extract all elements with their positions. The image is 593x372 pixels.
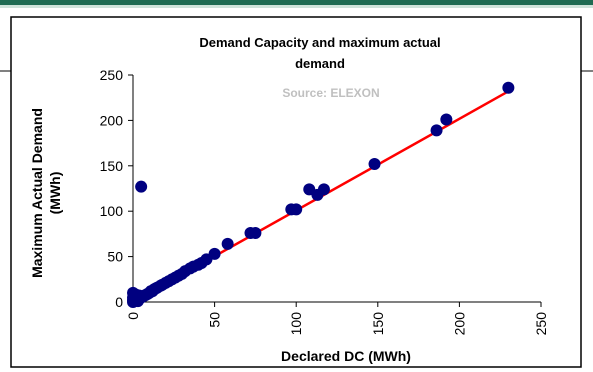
y-tick-label: 250 <box>100 67 124 83</box>
data-point <box>317 183 330 196</box>
data-point <box>208 247 221 260</box>
axes: 0 50 100 150 200 250 0 50 100 150 200 250 <box>100 67 549 335</box>
y-tick-label: 50 <box>107 249 123 265</box>
y-tick-label: 100 <box>100 203 124 219</box>
chart-title-line-1: Demand Capacity and maximum actual <box>199 35 440 50</box>
data-point <box>135 180 148 193</box>
y-tick-label: 150 <box>100 158 124 174</box>
data-point <box>440 113 453 126</box>
x-axis-title: Declared DC (MWh) <box>281 348 411 364</box>
x-tick-label: 150 <box>370 312 386 336</box>
x-tick-label: 100 <box>288 312 304 336</box>
x-tick-label: 0 <box>125 312 141 320</box>
y-tick-label: 0 <box>115 294 123 310</box>
chart-title-line-2: demand <box>295 56 345 71</box>
x-tick-label: 200 <box>451 312 467 336</box>
points-layer <box>127 81 515 308</box>
y-tick-label: 200 <box>100 112 124 128</box>
data-point <box>430 124 443 137</box>
source-annotation: Source: ELEXON <box>282 86 379 100</box>
chart-frame <box>10 16 582 368</box>
top-band-light <box>0 5 593 8</box>
y-axis-title: Maximum Actual Demand (MWh) <box>29 108 63 278</box>
x-tick-label: 50 <box>207 312 223 328</box>
top-band <box>0 0 593 5</box>
x-tick-label: 250 <box>533 312 549 336</box>
data-point <box>502 81 515 94</box>
data-point <box>221 237 234 250</box>
y-axis-title-line-1: Maximum Actual Demand <box>29 108 45 278</box>
data-point <box>368 157 381 170</box>
data-point <box>249 226 262 239</box>
data-point <box>290 203 303 216</box>
y-axis-title-line-2: (MWh) <box>47 172 63 215</box>
